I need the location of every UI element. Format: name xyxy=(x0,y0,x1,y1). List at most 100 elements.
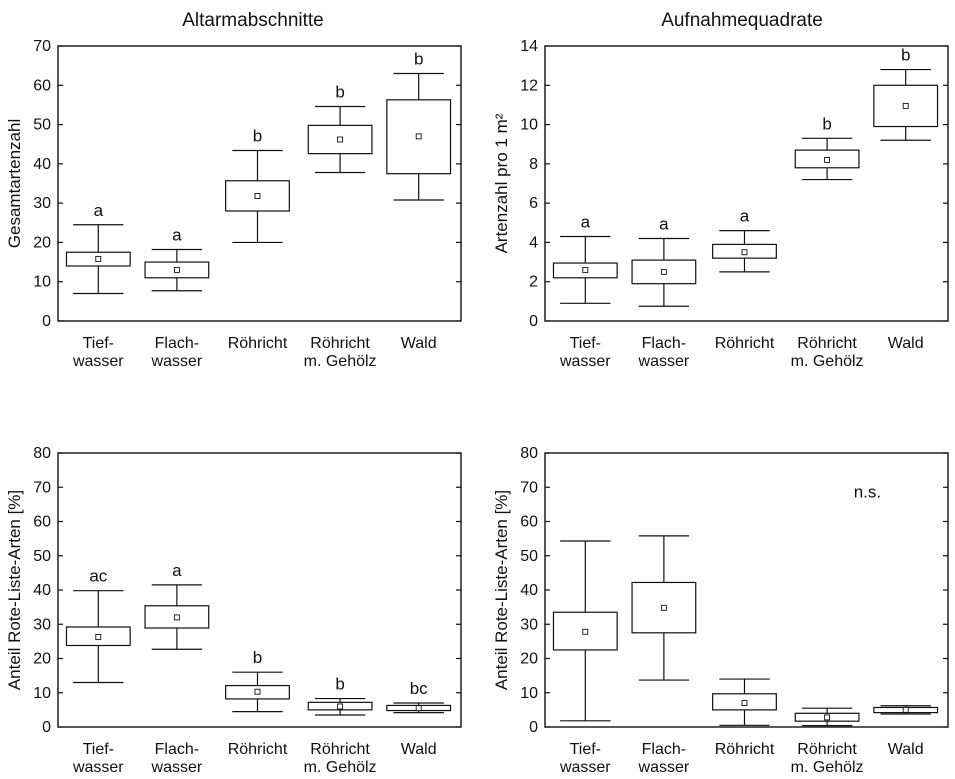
chart-panel-2: 0 2 4 6 8 10 12 14 Artenzahl pro 1 m² a Tief-wasse… xyxy=(492,38,949,370)
y-axis-label: Anteil Rote-Liste-Arten [%] xyxy=(492,490,511,690)
box-4: b xyxy=(307,675,373,716)
category-label-line: wasser xyxy=(151,759,203,776)
category-label-line: Tief- xyxy=(570,335,601,352)
y-tick-label: 70 xyxy=(33,38,51,55)
box-body xyxy=(307,124,373,155)
category-label-line: m. Gehölz xyxy=(304,353,377,370)
y-tick-label: 0 xyxy=(529,313,538,330)
category-label-line: Röhricht xyxy=(797,741,857,758)
box-4 xyxy=(794,707,860,727)
y-tick-label: 10 xyxy=(33,685,51,702)
mean-point xyxy=(582,628,589,635)
mean-point xyxy=(660,268,667,275)
y-tick-label: 60 xyxy=(33,77,51,94)
significance-letter: a xyxy=(172,226,182,245)
box-body xyxy=(712,243,777,259)
mean-point xyxy=(902,102,909,109)
category-label-line: Röhricht xyxy=(228,741,288,758)
category-label-line: Wald xyxy=(401,741,437,758)
category-label: Wald xyxy=(888,741,924,758)
category-label-line: Röhricht xyxy=(797,335,857,352)
annotation-ns: n.s. xyxy=(854,483,881,502)
category-label: Röhricht xyxy=(715,741,775,758)
y-tick-label: 80 xyxy=(33,445,51,462)
significance-letter: bc xyxy=(410,679,428,698)
category-label: Röhricht m. Gehölz xyxy=(304,741,377,776)
category-label-line: Tief- xyxy=(570,741,601,758)
category-label-line: Röhricht xyxy=(310,741,370,758)
box-3: b xyxy=(225,127,290,244)
category-label-line: wasser xyxy=(559,759,611,776)
category-label-line: m. Gehölz xyxy=(304,759,377,776)
significance-letter: ac xyxy=(89,567,107,586)
box-body xyxy=(552,611,618,651)
y-tick-label: 6 xyxy=(529,195,538,212)
box-1: a xyxy=(552,213,618,304)
box-5: b xyxy=(386,50,452,201)
category-label-line: Flach- xyxy=(155,335,199,352)
category-label: Röhricht m. Gehölz xyxy=(791,335,864,370)
y-tick-label: 8 xyxy=(529,156,538,173)
significance-letter: b xyxy=(901,46,910,65)
y-tick-label: 40 xyxy=(520,582,538,599)
mean-point xyxy=(95,633,102,640)
significance-letter: a xyxy=(172,561,182,580)
box-2: a xyxy=(631,215,697,307)
category-label: Tief-wasser xyxy=(72,741,124,776)
category-label: Wald xyxy=(888,335,924,352)
mean-point xyxy=(415,133,422,140)
box-body xyxy=(144,261,210,279)
category-label-line: wasser xyxy=(72,759,124,776)
box-4: b xyxy=(307,83,373,174)
category-label: Tief-wasser xyxy=(559,335,611,370)
y-tick-label: 30 xyxy=(33,616,51,633)
box-1: a xyxy=(65,201,131,295)
y-tick-label: 0 xyxy=(42,313,51,330)
y-tick-label: 10 xyxy=(520,117,538,134)
y-axis-label: Artenzahl pro 1 m² xyxy=(492,113,511,253)
category-label-line: Flach- xyxy=(155,741,199,758)
mean-point xyxy=(824,156,831,163)
category-label-line: Tief- xyxy=(83,335,114,352)
mean-point xyxy=(824,714,831,721)
y-tick-label: 20 xyxy=(33,651,51,668)
mean-point xyxy=(741,700,748,706)
box-2 xyxy=(631,535,697,681)
y-tick-label: 14 xyxy=(520,38,538,55)
box-body xyxy=(386,99,452,175)
y-tick-label: 30 xyxy=(520,616,538,633)
category-label-line: Tief- xyxy=(83,741,114,758)
mean-point xyxy=(337,136,344,143)
box-3: a xyxy=(712,207,777,273)
category-label-line: wasser xyxy=(638,759,690,776)
y-tick-label: 0 xyxy=(529,719,538,736)
significance-letter: b xyxy=(414,50,423,69)
category-label-line: m. Gehölz xyxy=(791,759,864,776)
category-label-line: Flach- xyxy=(642,741,686,758)
y-tick-label: 12 xyxy=(520,77,538,94)
box-body xyxy=(65,251,131,267)
significance-letter: b xyxy=(335,675,344,694)
box-3: b xyxy=(225,648,290,713)
category-label: Flach-wasser xyxy=(151,741,203,776)
chart-panel-3: 0 10 20 30 40 50 60 70 80 Anteil Rote-Liste-Arten… xyxy=(5,445,462,776)
category-label-line: wasser xyxy=(151,353,203,370)
category-label: Wald xyxy=(401,741,437,758)
significance-letter: a xyxy=(740,207,750,226)
y-tick-label: 10 xyxy=(520,685,538,702)
chart-panel-4: 0 10 20 30 40 50 60 70 80 Anteil Rote-Liste-Arten… xyxy=(492,445,949,776)
mean-point xyxy=(582,266,589,273)
significance-letter: b xyxy=(822,114,831,133)
mean-point xyxy=(337,703,344,710)
category-label: Tief-wasser xyxy=(559,741,611,776)
box-1: ac xyxy=(65,567,131,684)
plot-frame xyxy=(57,45,462,322)
mean-point xyxy=(95,255,102,262)
category-label: Tief-wasser xyxy=(72,335,124,370)
y-tick-label: 0 xyxy=(42,719,51,736)
box-body xyxy=(225,684,290,700)
category-label: Wald xyxy=(401,335,437,352)
box-body xyxy=(712,693,777,711)
